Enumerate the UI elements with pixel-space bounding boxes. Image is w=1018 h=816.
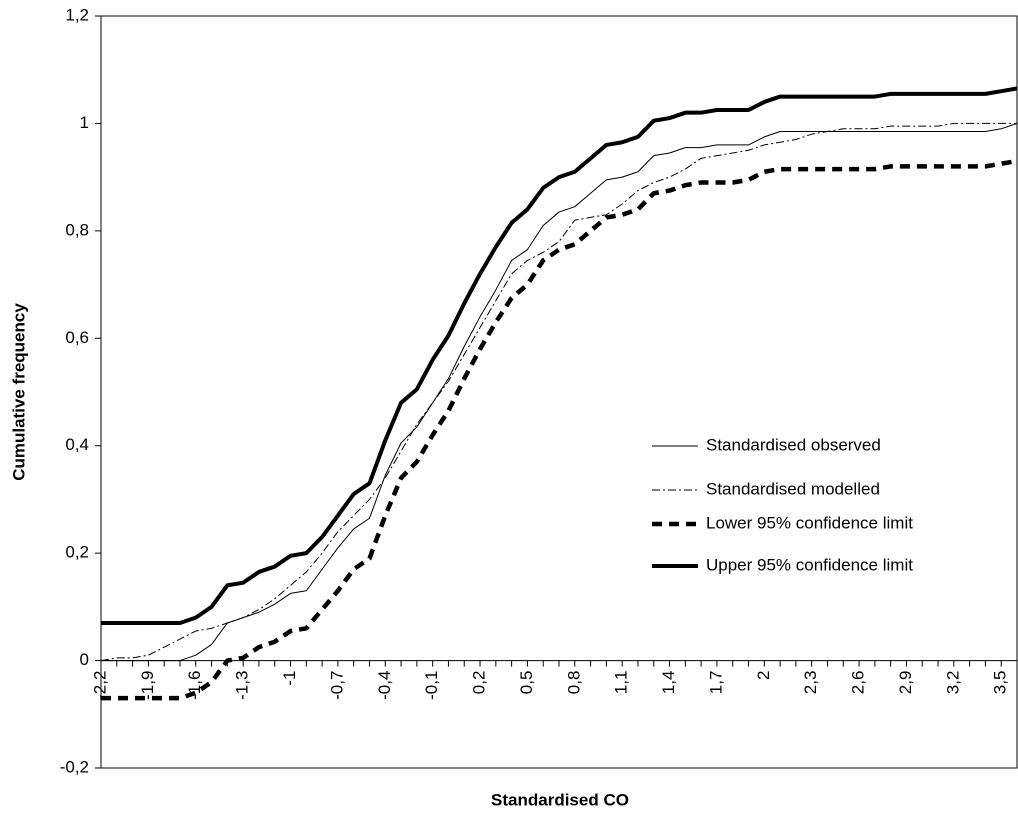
x-tick-label: -1,3 (233, 671, 252, 700)
y-tick-label: 1,2 (65, 5, 89, 24)
x-tick-label: 2 (754, 671, 773, 680)
legend-label: Lower 95% confidence limit (706, 513, 913, 532)
x-axis-title: Standardised CO (491, 790, 629, 809)
x-tick-label: -1 (280, 671, 299, 686)
plot-area (100, 15, 1018, 769)
y-tick-label: 0,2 (65, 543, 89, 562)
y-tick-label: 0,8 (65, 220, 89, 239)
legend-label: Standardised modelled (706, 479, 880, 498)
x-tick-label: 2,6 (849, 671, 868, 695)
series-line (100, 122, 1017, 662)
y-axis-title: Cumulative frequency (9, 303, 28, 481)
x-tick-label: -0,1 (422, 671, 441, 700)
y-tick-label: 0 (80, 650, 89, 669)
y-tick-label: 1 (80, 113, 89, 132)
x-tick-label: -1,9 (138, 671, 157, 700)
x-tick-label: 3,2 (943, 671, 962, 695)
x-tick-label: 0,8 (564, 671, 583, 695)
x-tick-label: 1,7 (706, 671, 725, 695)
x-tick-label: 0,5 (517, 671, 536, 695)
y-tick-label: -0,2 (60, 757, 89, 776)
x-tick-label: 3,5 (991, 671, 1010, 695)
legend-label: Upper 95% confidence limit (706, 555, 913, 574)
x-tick-label: 0,2 (470, 671, 489, 695)
x-tick-label: -0,4 (375, 671, 394, 700)
legend-label: Standardised observed (706, 435, 881, 454)
x-tick-label: -0,7 (327, 671, 346, 700)
x-tick-label: 2,3 (801, 671, 820, 695)
series-line (101, 86, 1018, 625)
x-tick-label: 2,9 (896, 671, 915, 695)
series-line (101, 122, 1018, 662)
y-tick-label: 0,6 (65, 328, 89, 347)
x-tick-label: 1,4 (659, 671, 678, 695)
series-line (101, 158, 1018, 701)
x-tick-label: 1,1 (612, 671, 631, 695)
y-tick-label: 0,4 (65, 435, 89, 454)
x-tick-label: -2,2 (90, 671, 109, 700)
